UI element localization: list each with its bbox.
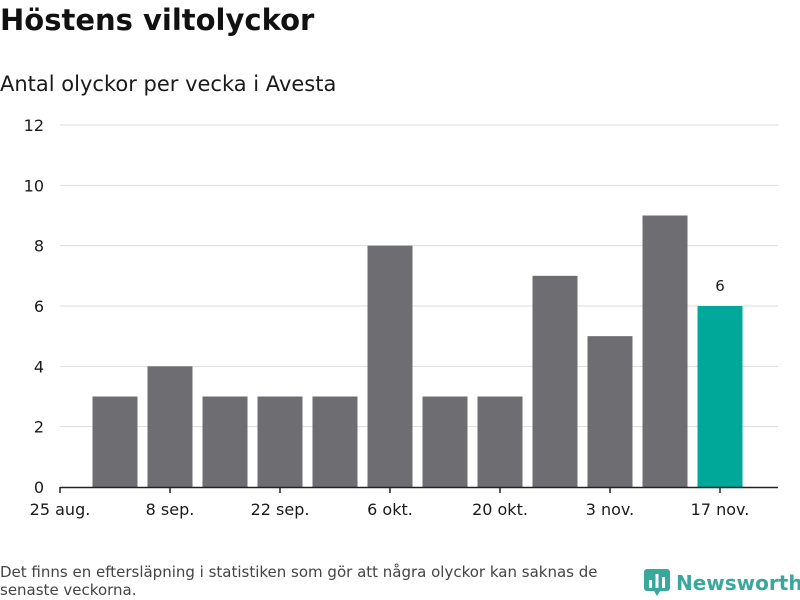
bar [202, 396, 248, 487]
bar [532, 275, 578, 487]
x-tick-label: 3 nov. [586, 500, 635, 519]
y-tick-label: 4 [34, 357, 44, 376]
x-tick-label: 17 nov. [691, 500, 750, 519]
x-tick-label: 8 sep. [146, 500, 195, 519]
bar [312, 396, 358, 487]
x-tick-label: 25 aug. [30, 500, 91, 519]
bar [587, 336, 633, 487]
y-tick-label: 2 [34, 418, 44, 437]
y-tick-label: 12 [24, 116, 44, 135]
y-tick-label: 6 [34, 297, 44, 316]
footnote: Det finns en eftersläpning i statistiken… [0, 563, 598, 599]
brand-logo: Newsworthy [644, 569, 800, 597]
newsworthy-logo-icon [644, 569, 670, 596]
x-axis: 25 aug. 8 sep. 22 sep. 6 okt. 20 okt. 3 nov. 1… [30, 486, 778, 519]
bar [92, 396, 138, 487]
y-axis-ticks: 0 2 4 6 8 10 12 [24, 116, 44, 497]
bar [422, 396, 468, 487]
bars [92, 215, 743, 487]
chart-subtitle: Antal olyckor per vecka i Avesta [0, 72, 337, 96]
x-tick-label: 20 okt. [472, 500, 528, 519]
brand-name: Newsworthy [676, 571, 800, 595]
bar [367, 245, 413, 487]
data-label: 6 [715, 277, 725, 295]
chart-title: Höstens viltolyckor [0, 3, 315, 37]
bar [257, 396, 303, 487]
y-tick-label: 10 [24, 176, 44, 195]
bar-highlight [697, 306, 743, 487]
data-labels: 6 [715, 277, 725, 295]
bar [642, 215, 688, 487]
y-tick-label: 0 [34, 478, 44, 497]
x-tick-label: 22 sep. [251, 500, 310, 519]
bar [477, 396, 523, 487]
y-tick-label: 8 [34, 237, 44, 256]
bar-chart: 0 2 4 6 8 10 12 25 aug. 8 sep. 22 sep. 6 okt. 20 o… [24, 116, 778, 519]
x-tick-label: 6 okt. [367, 500, 413, 519]
bar [147, 366, 193, 487]
